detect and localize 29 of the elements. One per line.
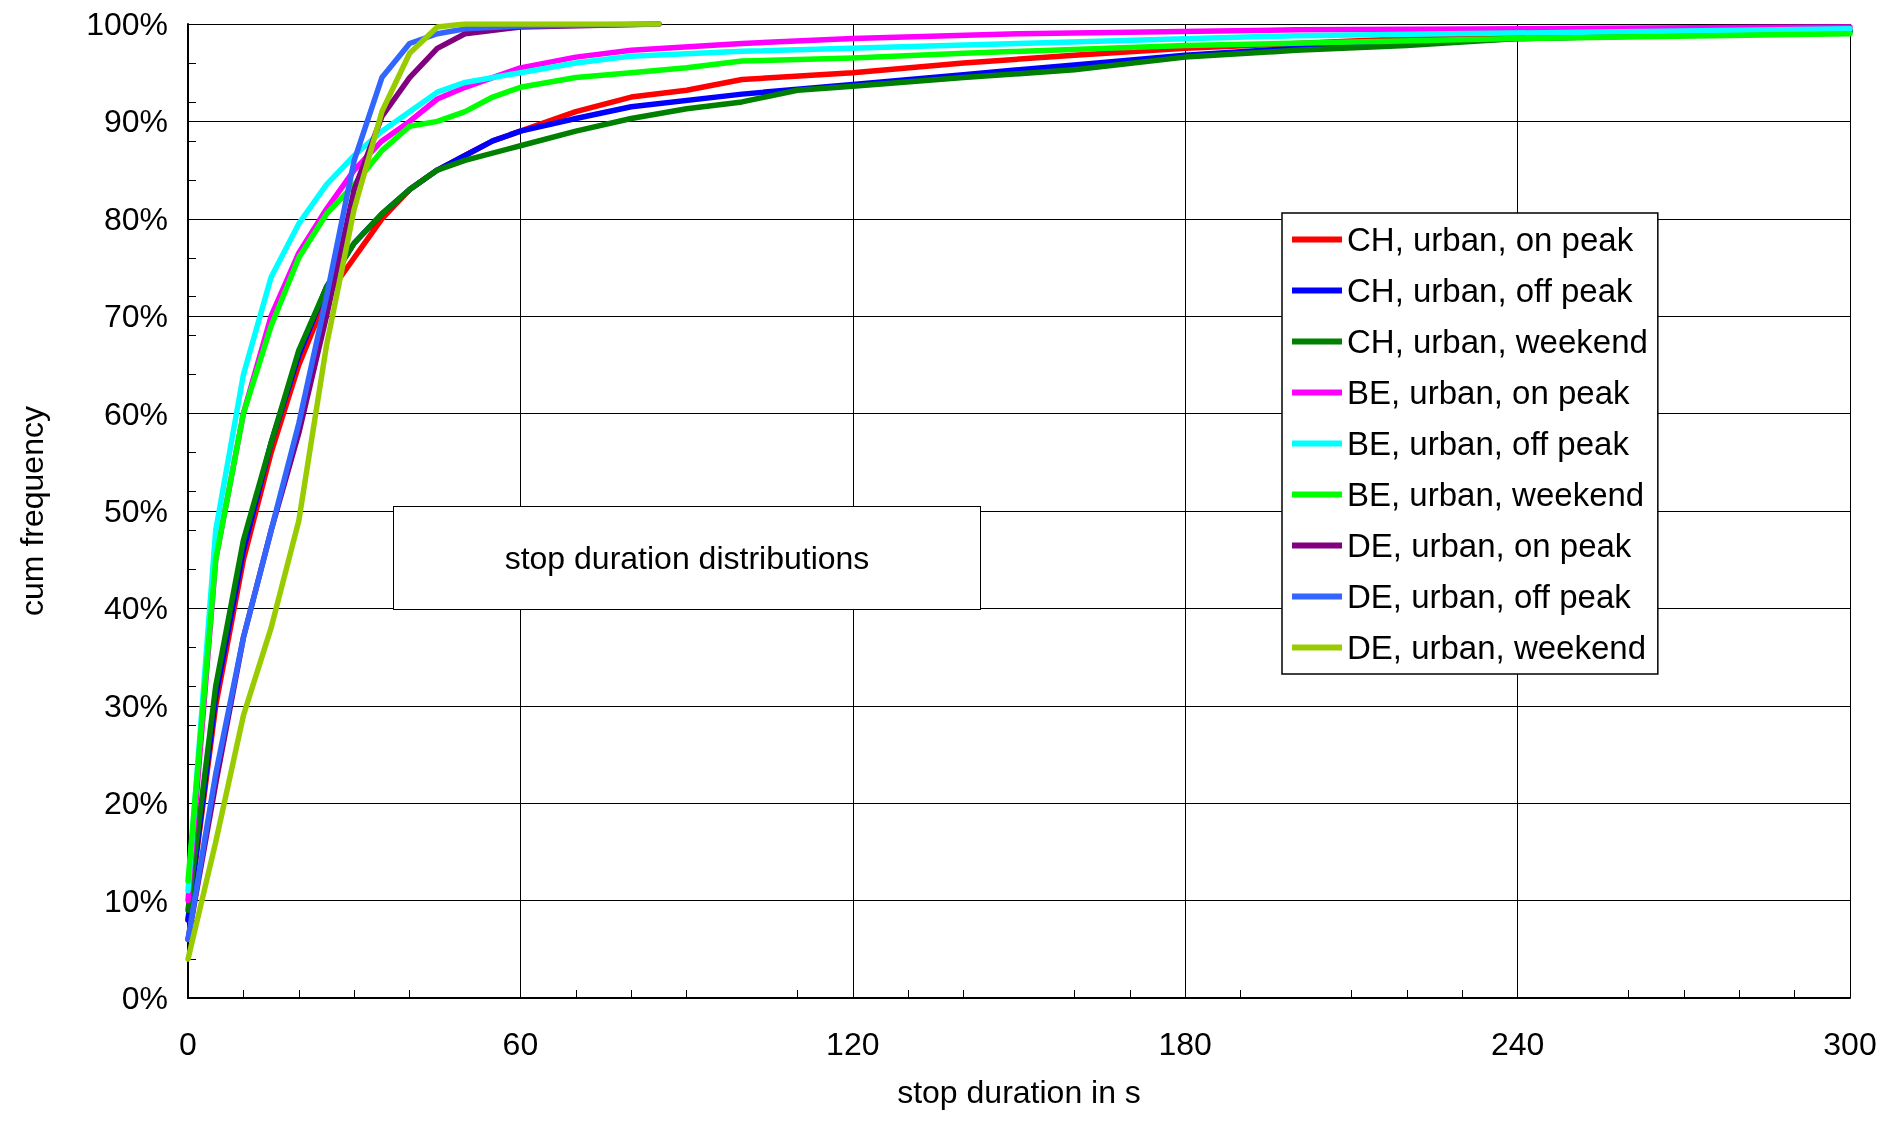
- legend-label: BE, urban, on peak: [1347, 374, 1631, 411]
- x-tick-label: 60: [502, 1026, 539, 1062]
- legend-label: CH, urban, weekend: [1347, 323, 1648, 360]
- y-tick-label: 80%: [103, 200, 168, 237]
- x-tick-label: 120: [826, 1026, 880, 1062]
- y-tick-label: 30%: [103, 687, 168, 724]
- x-tick-label: 0: [179, 1026, 197, 1062]
- y-tick-label: 50%: [103, 493, 168, 529]
- x-tick-label: 180: [1158, 1026, 1212, 1062]
- legend-label: DE, urban, on peak: [1347, 527, 1632, 564]
- note-box: stop duration distributions: [393, 506, 981, 610]
- legend-label: BE, urban, off peak: [1347, 425, 1630, 462]
- legend-label: CH, urban, off peak: [1347, 272, 1634, 309]
- y-tick-label: 100%: [86, 6, 168, 42]
- x-axis-title: stop duration in s: [897, 1074, 1141, 1110]
- y-tick-label: 70%: [103, 298, 168, 335]
- y-tick-label: 0%: [121, 980, 168, 1016]
- x-tick-label: 240: [1490, 1026, 1545, 1062]
- y-tick-label: 40%: [103, 590, 168, 627]
- y-tick-label: 90%: [103, 103, 168, 140]
- y-tick-label: 60%: [103, 395, 168, 432]
- legend-label: CH, urban, on peak: [1347, 221, 1634, 258]
- legend-label: DE, urban, off peak: [1347, 578, 1632, 615]
- y-axis-title: cum frequency: [14, 406, 50, 616]
- y-tick-label: 10%: [103, 882, 168, 919]
- legend-label: BE, urban, weekend: [1347, 476, 1645, 513]
- legend-label: DE, urban, weekend: [1347, 629, 1647, 666]
- y-tick-label: 20%: [103, 785, 168, 822]
- x-tick-label: 300: [1823, 1026, 1877, 1062]
